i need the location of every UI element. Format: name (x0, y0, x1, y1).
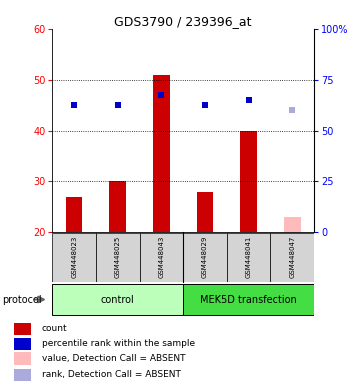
Text: control: control (101, 295, 135, 305)
Bar (14, 369, 31, 381)
Title: GDS3790 / 239396_at: GDS3790 / 239396_at (114, 15, 252, 28)
Bar (109, 182, 126, 232)
Text: GSM448043: GSM448043 (158, 236, 164, 278)
Text: GSM448041: GSM448041 (245, 236, 252, 278)
Bar (52, 284, 183, 315)
Bar (183, 233, 227, 282)
Text: GSM448029: GSM448029 (202, 236, 208, 278)
Bar (270, 233, 314, 282)
Bar (197, 192, 213, 232)
Text: GSM448023: GSM448023 (71, 236, 77, 278)
Bar (284, 217, 301, 232)
Bar (240, 131, 257, 232)
Bar (153, 74, 170, 232)
Bar (183, 284, 314, 315)
Bar (66, 197, 82, 232)
Bar (14, 338, 31, 350)
Bar (14, 353, 31, 364)
Text: value, Detection Call = ABSENT: value, Detection Call = ABSENT (42, 354, 185, 363)
Bar (227, 233, 270, 282)
Text: protocol: protocol (2, 295, 42, 305)
Text: GSM448025: GSM448025 (115, 236, 121, 278)
Bar (14, 323, 31, 335)
Bar (140, 233, 183, 282)
Text: GSM448047: GSM448047 (289, 236, 295, 278)
Text: rank, Detection Call = ABSENT: rank, Detection Call = ABSENT (42, 370, 180, 379)
Text: MEK5D transfection: MEK5D transfection (200, 295, 297, 305)
Bar (52, 233, 96, 282)
Text: percentile rank within the sample: percentile rank within the sample (42, 339, 195, 348)
Text: count: count (42, 324, 67, 333)
Bar (96, 233, 140, 282)
